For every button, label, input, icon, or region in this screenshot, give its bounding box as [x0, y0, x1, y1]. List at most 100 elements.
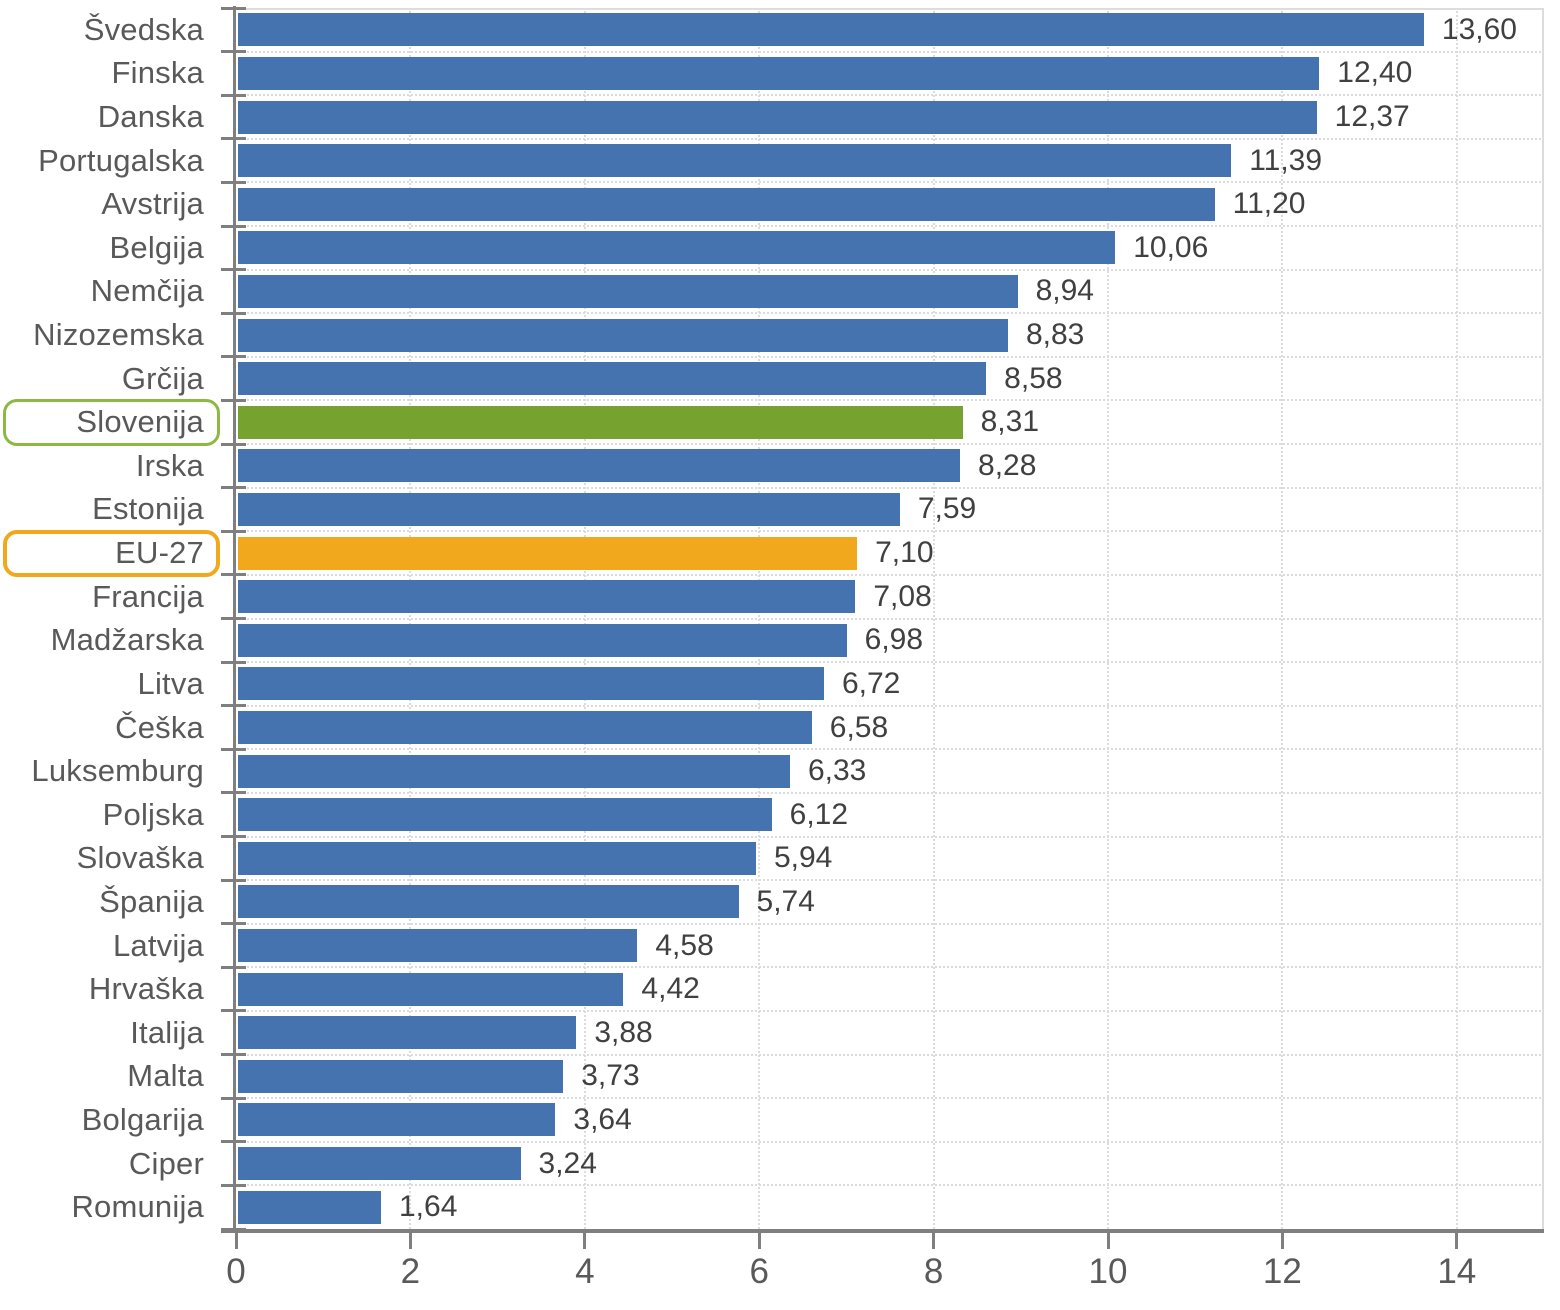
category-row-belgija: Belgija	[0, 226, 222, 270]
value-label: 3,88	[594, 1015, 653, 1049]
category-label: Finska	[111, 55, 204, 91]
highlight-box-eu-27	[3, 529, 220, 577]
category-label: Romunija	[71, 1189, 204, 1225]
y-axis-tick	[221, 486, 246, 490]
x-axis-tick	[1280, 1229, 1284, 1249]
value-label: 10,06	[1133, 230, 1209, 264]
bar-avstrija	[238, 187, 1215, 221]
bar-eu-27	[238, 536, 858, 570]
y-axis-tick	[221, 50, 246, 54]
category-row-danska: Danska	[0, 95, 222, 139]
category-row-eu-27: EU-27	[0, 531, 222, 575]
gridline-horizontal	[236, 1184, 1544, 1187]
x-tick-label: 4	[575, 1252, 595, 1291]
y-axis-tick	[221, 922, 246, 926]
gridline-horizontal	[236, 617, 1544, 620]
category-row-luksemburg: Luksemburg	[0, 749, 222, 793]
bar-hrvaska	[238, 972, 624, 1006]
x-axis-tick	[932, 1229, 936, 1249]
bar-slovaska	[238, 841, 756, 875]
category-row-italija: Italija	[0, 1011, 222, 1055]
category-row-poljska: Poljska	[0, 793, 222, 837]
y-axis-tick	[221, 1096, 246, 1100]
value-label: 13,60	[1441, 12, 1517, 46]
y-axis-tick	[221, 137, 246, 141]
highlight-box-slovenija	[3, 398, 220, 446]
x-tick-label: 0	[226, 1252, 246, 1291]
y-axis-tick	[221, 617, 246, 620]
value-label: 8,28	[978, 448, 1037, 482]
bar-nizozemska	[238, 318, 1008, 352]
category-label: Francija	[92, 578, 204, 614]
y-axis-tick	[221, 224, 246, 228]
value-label: 5,94	[773, 841, 833, 875]
gridline-horizontal	[236, 1097, 1544, 1100]
bar-portugalska	[238, 144, 1232, 178]
gridline-horizontal	[236, 399, 1544, 402]
gridline-horizontal	[236, 181, 1544, 184]
value-label: 8,94	[1035, 274, 1094, 308]
category-row-latvija: Latvija	[0, 924, 222, 968]
category-row-hrvaska: Hrvaška	[0, 967, 222, 1011]
value-label: 12,40	[1337, 56, 1413, 90]
y-axis-tick	[221, 529, 246, 533]
y-axis-tick	[221, 1009, 246, 1013]
value-label: 7,08	[873, 579, 932, 613]
y-axis-tick	[221, 355, 246, 359]
bar-francija	[238, 580, 856, 614]
category-label: Slovaška	[76, 840, 204, 876]
bar-poljska	[238, 798, 772, 832]
value-label: 1,64	[399, 1190, 458, 1224]
value-label: 4,58	[655, 928, 714, 962]
bar-romunija	[238, 1190, 381, 1224]
y-axis-tick	[221, 398, 246, 402]
category-label: Luksemburg	[31, 753, 204, 789]
y-axis-tick	[221, 835, 246, 839]
category-label: Irska	[135, 447, 204, 483]
bar-litva	[238, 667, 824, 701]
category-label: Bolgarija	[81, 1101, 204, 1137]
category-label: Nizozemska	[33, 317, 204, 353]
bar-luksemburg	[238, 754, 790, 788]
category-row-svedska: Švedska	[0, 8, 222, 52]
category-row-madzarska: Madžarska	[0, 619, 222, 663]
x-axis-tick	[234, 1229, 238, 1249]
bar-italija	[238, 1016, 577, 1050]
value-label: 8,83	[1025, 318, 1085, 352]
value-label: 3,24	[538, 1146, 597, 1180]
y-axis-tick	[221, 311, 246, 315]
category-row-francija: Francija	[0, 575, 222, 619]
category-row-slovaska: Slovaška	[0, 837, 222, 881]
value-label: 6,98	[864, 623, 924, 657]
x-tick-label: 2	[400, 1252, 421, 1291]
category-row-romunija: Romunija	[0, 1185, 222, 1229]
category-row-avstrija: Avstrija	[0, 182, 222, 226]
y-axis-tick	[221, 878, 246, 882]
bar-bolgarija	[238, 1103, 556, 1137]
category-label: Nemčija	[90, 273, 204, 309]
category-row-malta: Malta	[0, 1055, 222, 1099]
category-label: Estonija	[92, 491, 204, 527]
bar-latvija	[238, 929, 638, 963]
category-row-estonija: Estonija	[0, 488, 222, 532]
bar-ceska	[238, 711, 812, 745]
category-label: Grčija	[121, 360, 204, 396]
gridline-horizontal	[236, 137, 1544, 140]
bar-danska	[238, 100, 1317, 134]
category-label: Švedska	[83, 11, 204, 47]
gridline-horizontal	[236, 835, 1544, 838]
gridline-horizontal	[236, 443, 1544, 446]
category-label: Latvija	[112, 927, 204, 963]
value-label: 3,64	[573, 1102, 632, 1136]
y-axis-tick	[221, 791, 246, 795]
category-label: Malta	[127, 1058, 204, 1094]
category-label: Danska	[97, 99, 204, 134]
y-axis-tick	[221, 268, 246, 272]
x-tick-label: 10	[1088, 1252, 1128, 1291]
gridline-horizontal	[236, 312, 1544, 315]
bar-spanija	[238, 885, 739, 919]
gridline-horizontal	[236, 704, 1544, 707]
y-axis-tick	[221, 93, 246, 97]
y-axis-tick	[221, 1053, 246, 1057]
value-label: 6,72	[841, 666, 901, 700]
